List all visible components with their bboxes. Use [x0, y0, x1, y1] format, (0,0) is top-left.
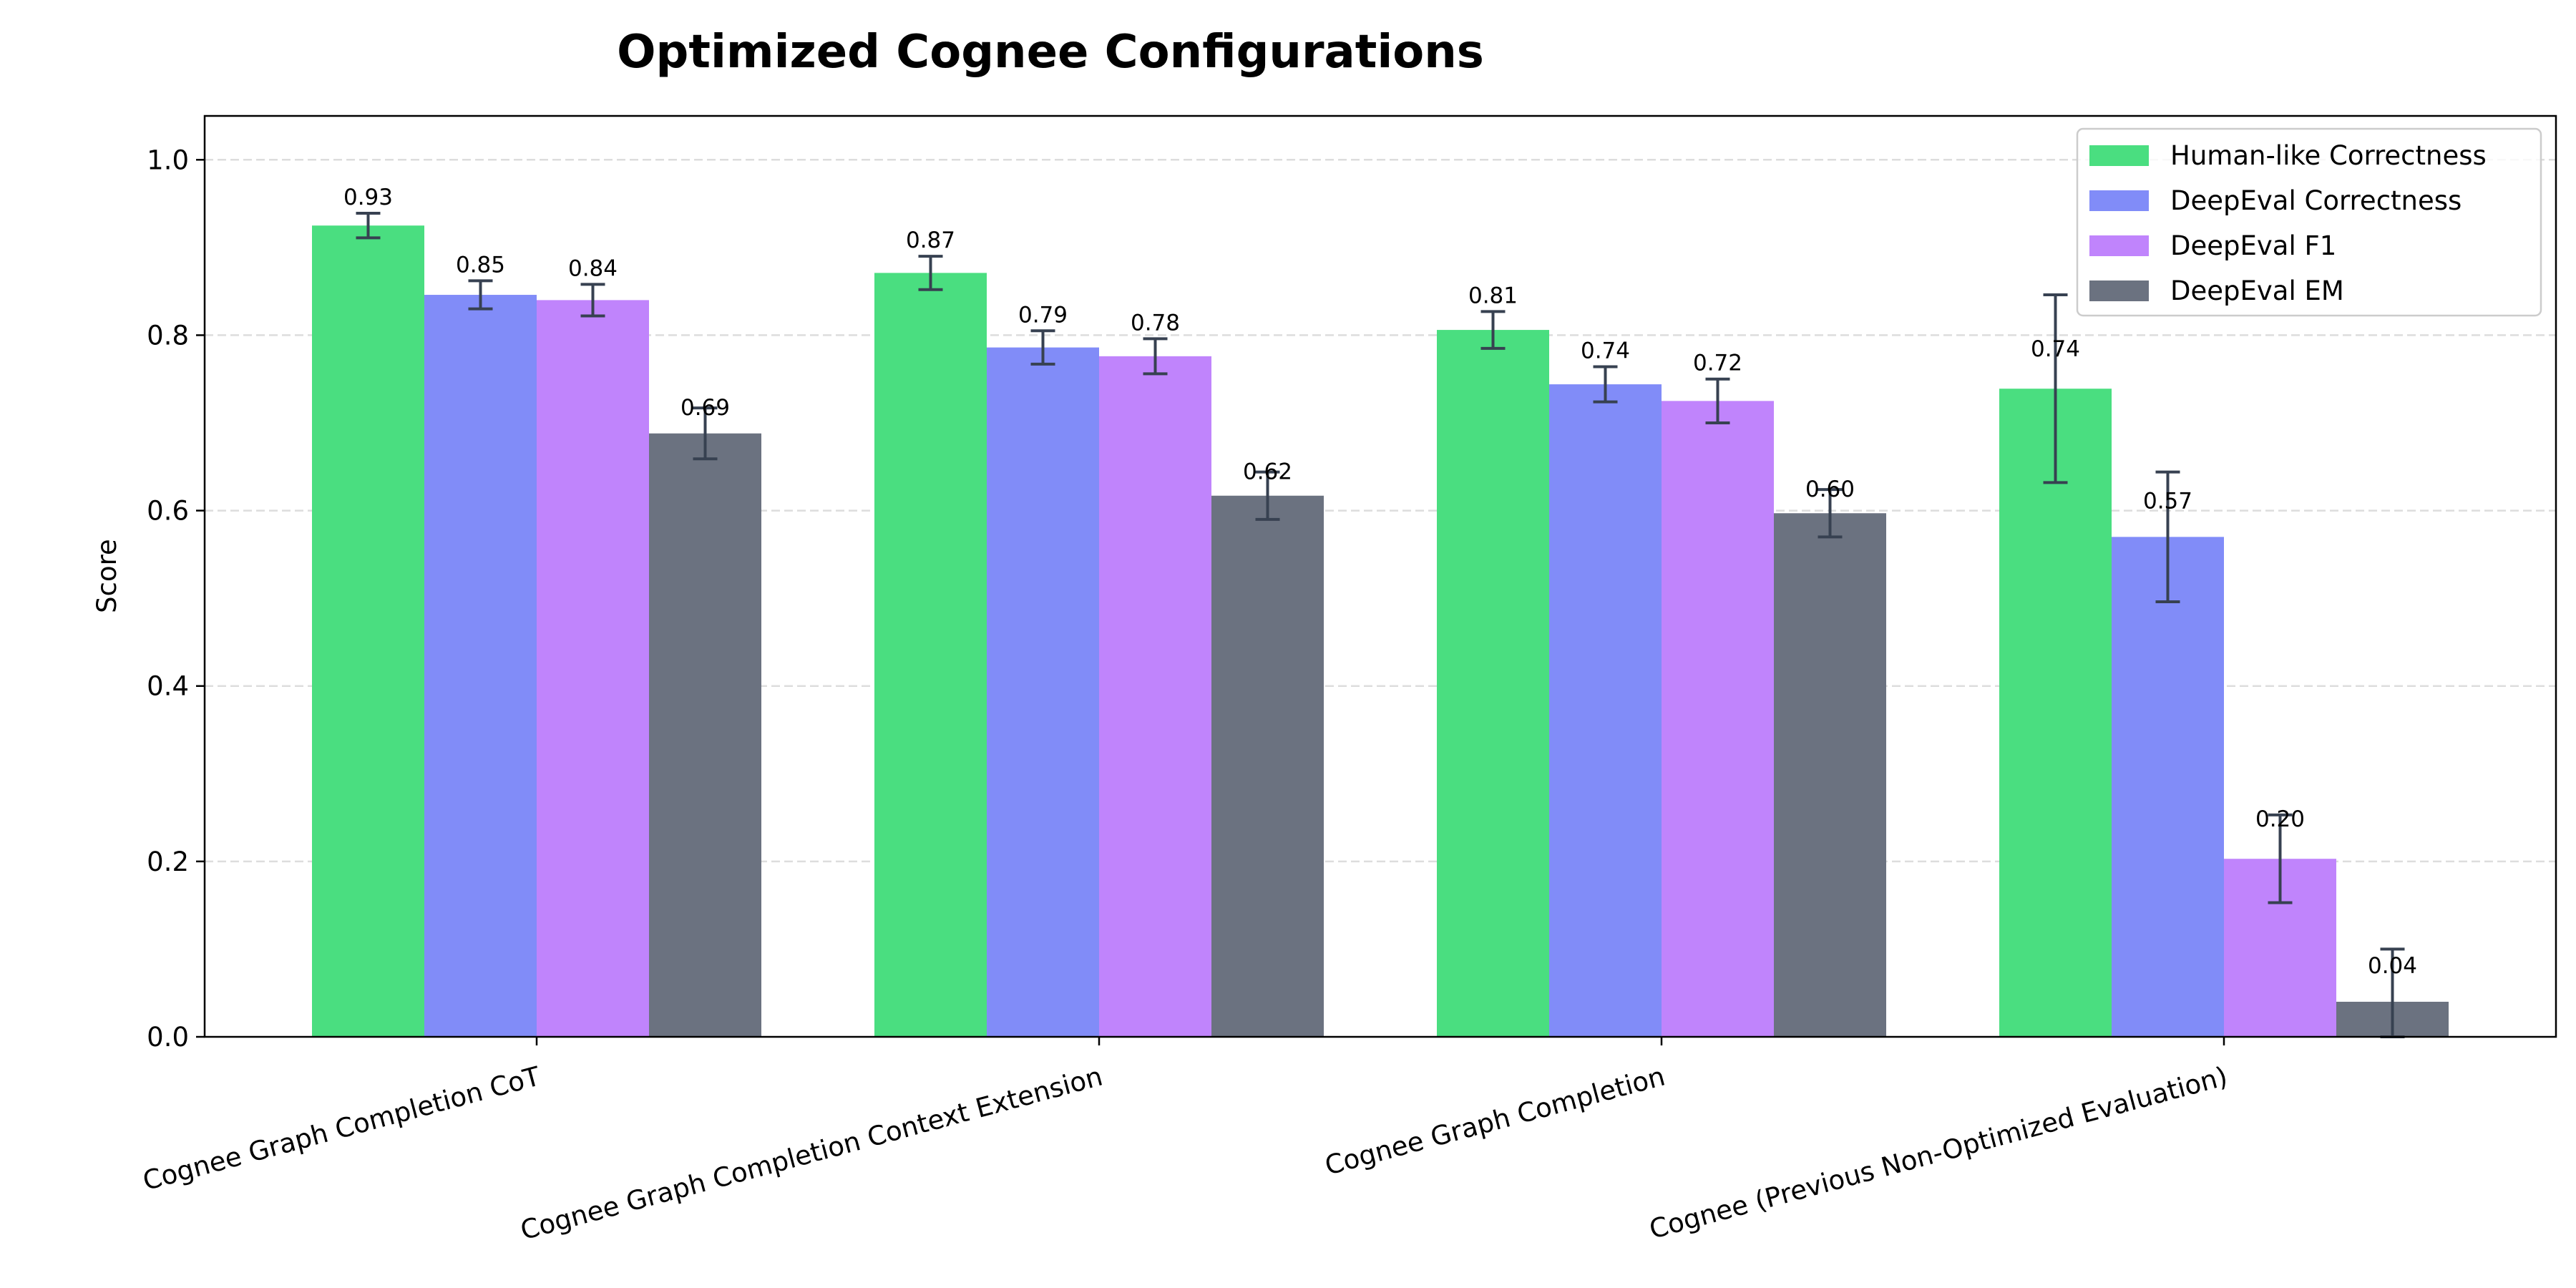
value-label: 0.87 [906, 228, 955, 253]
bar [1549, 384, 1662, 1037]
bar [312, 225, 424, 1037]
value-label: 0.74 [2031, 336, 2080, 362]
y-axis-ticks: 0.0 0.2 0.4 0.6 0.8 1.0 [147, 145, 205, 1053]
bars [312, 225, 2449, 1038]
x-tick-label: Cognee Graph Completion CoT [140, 1060, 544, 1196]
legend-swatch [2089, 235, 2149, 256]
y-tick-label: 1.0 [147, 145, 189, 175]
value-label: 0.84 [568, 255, 618, 281]
value-label: 0.74 [1581, 338, 1630, 364]
bar [2112, 537, 2224, 1037]
legend-swatch [2089, 280, 2149, 301]
y-tick-label: 0.2 [147, 847, 189, 877]
y-tick-label: 0.4 [147, 671, 189, 702]
legend-swatch [2089, 145, 2149, 166]
value-label: 0.62 [1243, 459, 1292, 485]
value-label: 0.57 [2143, 488, 2192, 514]
bar [1662, 401, 1774, 1037]
error-bars [356, 212, 2405, 1038]
value-label: 0.78 [1131, 310, 1180, 336]
y-tick-label: 0.6 [147, 496, 189, 527]
plot-frame [203, 114, 2557, 1038]
bar [649, 433, 761, 1037]
y-tick-label: 0.8 [147, 320, 189, 351]
x-tick-label: Cognee (Previous Non-Optimized Evaluatio… [1646, 1060, 2230, 1244]
y-axis-label: Score [92, 539, 122, 613]
value-label: 0.72 [1693, 351, 1742, 376]
y-tick-label: 0.0 [147, 1022, 189, 1053]
legend-swatch [2089, 190, 2149, 211]
bar [537, 300, 649, 1037]
legend-label: DeepEval Correctness [2170, 185, 2462, 216]
legend-box [2076, 127, 2542, 317]
value-label: 0.81 [1468, 283, 1518, 308]
bar [1774, 513, 1886, 1037]
value-label: 0.69 [680, 395, 730, 421]
value-label: 0.20 [2255, 806, 2305, 832]
legend-label: Human-like Correctness [2170, 140, 2487, 171]
legend-label: DeepEval F1 [2170, 230, 2336, 261]
value-label: 0.93 [343, 185, 393, 210]
bar [1999, 389, 2112, 1037]
chart-title: Optimized Cognee Configurations [617, 26, 1484, 79]
bar [424, 295, 537, 1038]
x-tick-label: Cognee Graph Completion [1322, 1060, 1668, 1181]
value-label: 0.60 [1805, 477, 1855, 502]
value-label: 0.85 [456, 252, 505, 278]
bar [874, 273, 987, 1038]
value-label: 0.04 [2368, 953, 2417, 979]
legend-label: DeepEval EM [2170, 275, 2344, 306]
x-tick-label: Cognee Graph Completion Context Extensio… [517, 1060, 1106, 1246]
bar [1437, 330, 1549, 1037]
bar [987, 347, 1099, 1037]
bar [1211, 495, 1324, 1037]
bar [1099, 356, 1211, 1037]
value-label: 0.79 [1018, 302, 1068, 328]
legend: Human-like Correctness DeepEval Correctne… [2076, 127, 2542, 317]
value-labels: 0.93 0.85 0.84 0.69 0.87 0.79 0.78 0.62 0.81 0.74… [343, 185, 2417, 979]
